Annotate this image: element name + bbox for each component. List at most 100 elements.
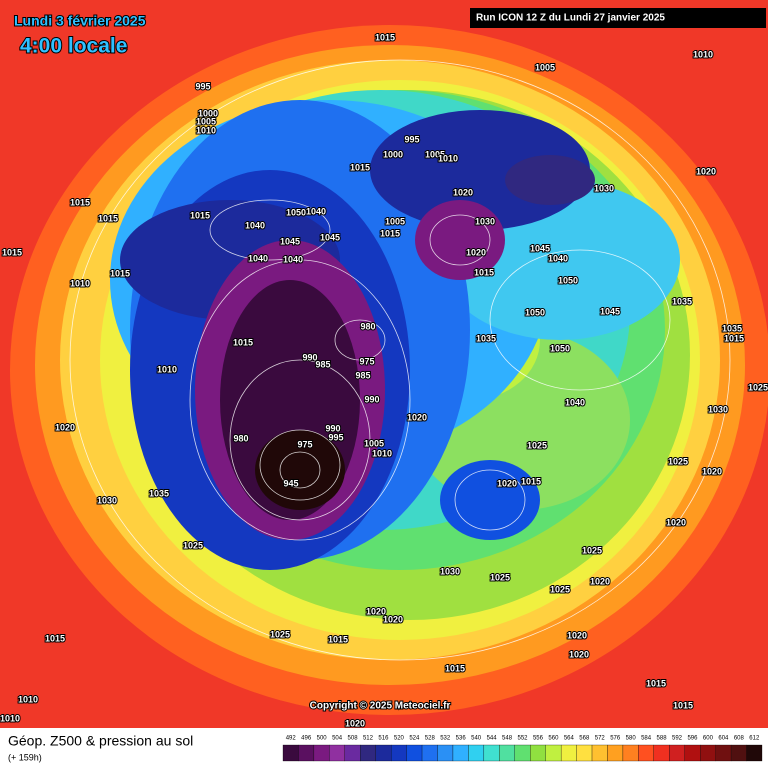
scale-swatch — [576, 744, 593, 762]
pressure-label: 1040 — [565, 397, 585, 407]
scale-label: 500 — [317, 736, 328, 742]
scale-label: 612 — [749, 736, 760, 742]
pressure-label: 1050 — [286, 207, 306, 217]
scale-swatch — [622, 744, 639, 762]
isobars — [69, 59, 731, 661]
pressure-label: 1015 — [98, 213, 118, 223]
pressure-label: 1020 — [569, 649, 589, 659]
pressure-label: 1010 — [693, 49, 713, 59]
pressure-label: 1015 — [70, 197, 90, 207]
pressure-label: 1010 — [0, 713, 20, 723]
pressure-label: 1010 — [438, 153, 458, 163]
pressure-label: 1015 — [350, 162, 370, 172]
scale-swatch — [437, 744, 454, 762]
pressure-label: 1000 — [198, 108, 218, 118]
pressure-label: 1040 — [548, 253, 568, 263]
scale-swatch — [375, 744, 392, 762]
scale-swatch — [715, 744, 732, 762]
scale-swatch — [669, 744, 685, 762]
scale-label: 548 — [502, 736, 513, 742]
pressure-label: 1040 — [245, 220, 265, 230]
pressure-label: 1025 — [582, 545, 602, 555]
scale-swatch — [499, 744, 515, 762]
pressure-label: 1030 — [708, 404, 728, 414]
pressure-label: 1045 — [280, 236, 300, 246]
pressure-label: 1015 — [375, 32, 395, 42]
pressure-label: 1015 — [110, 268, 130, 278]
scale-swatch — [344, 744, 361, 762]
pressure-label: 1020 — [590, 576, 610, 586]
pressure-label: 1005 — [364, 438, 384, 448]
scale-swatch — [313, 744, 330, 762]
scale-label: 512 — [363, 736, 374, 742]
scale-swatch — [591, 744, 608, 762]
scale-swatch — [298, 744, 315, 762]
pressure-label: 990 — [364, 394, 379, 404]
scale-swatch — [452, 744, 469, 762]
pressure-label: 1015 — [190, 210, 210, 220]
pressure-label: 1020 — [666, 517, 686, 527]
scale-label: 508 — [348, 736, 359, 742]
pressure-label: 995 — [328, 432, 343, 442]
scale-label: 540 — [471, 736, 482, 742]
pressure-label: 980 — [233, 433, 248, 443]
footer-lead: (+ 159h) — [8, 752, 42, 762]
pressure-label: 1025 — [490, 572, 510, 582]
scale-label: 556 — [533, 736, 544, 742]
pressure-label: 1000 — [383, 149, 403, 159]
pressure-label: 1035 — [476, 333, 496, 343]
scale-swatch — [360, 744, 376, 762]
pressure-label: 1025 — [748, 382, 768, 392]
pressure-label: 980 — [360, 321, 375, 331]
pressure-label: 1015 — [233, 337, 253, 347]
map-fields — [0, 0, 768, 728]
scale-swatch — [545, 744, 562, 762]
scale-label: 504 — [332, 736, 343, 742]
pressure-label: 1025 — [668, 456, 688, 466]
map-date: Lundi 3 février 2025 — [14, 13, 146, 29]
pressure-label: 1020 — [407, 412, 427, 422]
pressure-label: 1045 — [600, 306, 620, 316]
pressure-label: 1010 — [372, 448, 392, 458]
scale-swatch — [483, 744, 500, 762]
scale-label: 568 — [579, 736, 590, 742]
scale-label: 572 — [595, 736, 606, 742]
pressure-label: 1015 — [521, 476, 541, 486]
pressure-label: 1030 — [594, 183, 614, 193]
scale-label: 516 — [378, 736, 389, 742]
pressure-label: 1030 — [475, 216, 495, 226]
pressure-label: 1020 — [567, 630, 587, 640]
pressure-label: 1050 — [550, 343, 570, 353]
pressure-label: 1010 — [70, 278, 90, 288]
pressure-label: 1015 — [328, 634, 348, 644]
pressure-label: 1020 — [453, 187, 473, 197]
pressure-label: 1020 — [497, 478, 517, 488]
scale-swatch — [530, 744, 546, 762]
pressure-label: 1030 — [97, 495, 117, 505]
pressure-label: 975 — [359, 356, 374, 366]
pressure-label: 995 — [404, 134, 419, 144]
scale-swatch — [746, 744, 763, 762]
pressure-label: 1020 — [383, 614, 403, 624]
scale-label: 576 — [610, 736, 621, 742]
pressure-label: 1015 — [445, 663, 465, 673]
scale-label: 524 — [409, 736, 420, 742]
scale-swatch — [638, 744, 654, 762]
pressure-label: 1020 — [366, 606, 386, 616]
scale-label: 520 — [394, 736, 405, 742]
pressure-label: 1035 — [672, 296, 692, 306]
pressure-label: 1005 — [535, 62, 555, 72]
pressure-label: 1020 — [696, 166, 716, 176]
run-info: Run ICON 12 Z du Lundi 27 janvier 2025 — [476, 13, 665, 24]
pressure-label: 1030 — [440, 566, 460, 576]
pressure-label: 985 — [315, 359, 330, 369]
scale-label: 536 — [456, 736, 467, 742]
color-scale: 492 496 500 504 508 512 516 520 524 528 532 536 540 5… — [282, 736, 763, 762]
pressure-label: 1015 — [646, 678, 666, 688]
pressure-label: 1015 — [474, 267, 494, 277]
scale-label: 588 — [657, 736, 668, 742]
scale-label: 560 — [548, 736, 559, 742]
scale-label: 584 — [641, 736, 652, 742]
scale-swatch — [421, 744, 438, 762]
